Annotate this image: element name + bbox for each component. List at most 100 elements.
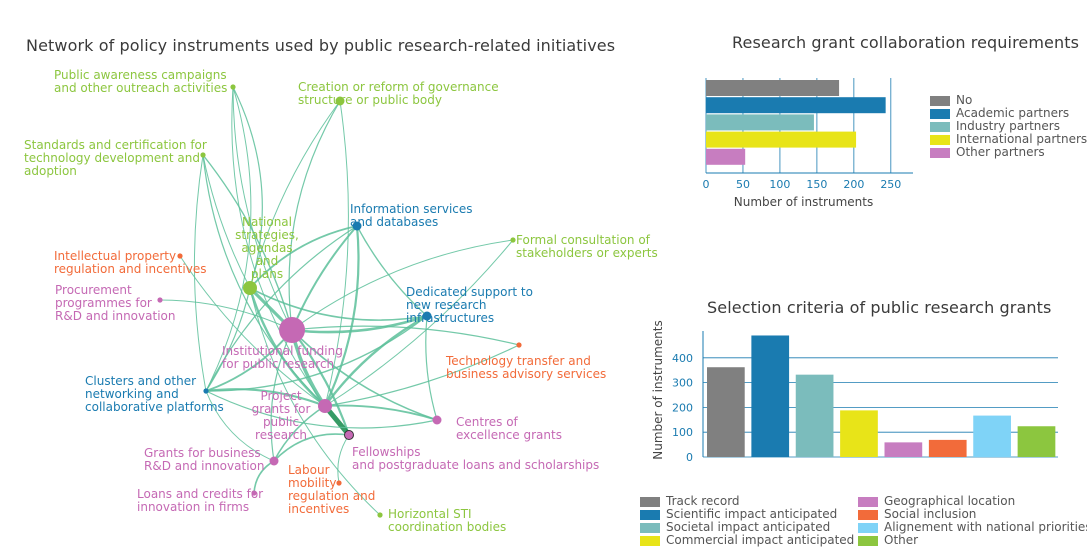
- hbar-x-tick-label: 0: [703, 178, 710, 191]
- legend-label: Social inclusion: [884, 507, 977, 521]
- network-edge: [231, 86, 326, 407]
- vbar-bar-geographical-location: [884, 442, 923, 457]
- legend-swatch: [858, 522, 878, 533]
- node-label-loans-credits: Loans and credits for innovation in firm…: [137, 487, 264, 514]
- node-loans-credits: [251, 490, 257, 496]
- legend-swatch: [930, 121, 950, 132]
- legend-swatch: [640, 496, 660, 507]
- node-clusters: [203, 388, 209, 394]
- network-edge: [249, 287, 428, 321]
- node-standards: [200, 152, 206, 158]
- hbar-bar-other-partners: [706, 148, 746, 165]
- vbar-bar-alignement-with-national-priorities: [973, 415, 1011, 457]
- node-public-awareness: [230, 84, 236, 90]
- legend-swatch: [858, 509, 878, 520]
- node-labour-mobility: [336, 480, 342, 486]
- legend-swatch: [930, 95, 950, 106]
- network-edge: [288, 100, 341, 331]
- legend-label: International partners: [956, 132, 1087, 146]
- legend-label: Commercial impact anticipated: [666, 533, 855, 547]
- node-label-ip-regulation: Intellectual property regulation and inc…: [54, 249, 207, 276]
- network-edge: [425, 315, 438, 421]
- legend-swatch: [640, 522, 660, 533]
- network-edge: [202, 154, 293, 331]
- network-edge: [291, 329, 438, 421]
- node-label-standards: Standards and certification for technolo…: [24, 138, 207, 178]
- network-edge: [205, 390, 438, 429]
- network-edge: [232, 86, 263, 289]
- network-edge: [248, 286, 327, 408]
- vbar-legend-item: Geographical location: [858, 495, 1087, 508]
- vbar-bar-societal-impact-anticipated: [795, 374, 834, 457]
- network-nodes: [157, 84, 522, 518]
- node-label-clusters: Clusters and other networking and collab…: [85, 374, 224, 414]
- network-edge: [205, 287, 251, 392]
- legend-label: Other partners: [956, 145, 1045, 159]
- hbar-legend-item: Industry partners: [930, 120, 1087, 133]
- network-edge: [205, 86, 252, 392]
- network-edge: [291, 325, 520, 346]
- vbar-bar-commercial-impact-anticipated: [840, 410, 878, 457]
- hbar-legend: No Academic partners Industry partners Inte…: [930, 94, 1087, 159]
- hbar-x-tick-label: 200: [843, 178, 864, 191]
- legend-swatch: [930, 147, 950, 158]
- network-graph: [157, 84, 522, 518]
- network-edge: [205, 225, 358, 392]
- node-label-procurement: Procurement programmes for R&D and innov…: [55, 283, 176, 323]
- node-info-services: [352, 221, 362, 231]
- node-institutional-funding: [279, 317, 305, 343]
- network-edge: [193, 154, 207, 392]
- hbar-x-tick-label: 150: [806, 178, 827, 191]
- hbar-bar-international-partners: [706, 131, 857, 148]
- legend-label: Other: [884, 533, 919, 547]
- legend-swatch: [640, 535, 660, 546]
- network-edge: [291, 239, 514, 331]
- legend-swatch: [640, 509, 660, 520]
- vbar-legend-item: Other: [858, 534, 1087, 547]
- node-project-grants: [318, 399, 332, 413]
- vbar-chart-title: Selection criteria of public research gr…: [707, 298, 1052, 317]
- node-label-info-services: Information services and databases: [350, 202, 473, 229]
- node-horizontal-sti: [377, 512, 383, 518]
- node-label-tech-transfer: Technology transfer and business advisor…: [446, 354, 607, 381]
- node-label-dedicated-support: Dedicated support to new research infras…: [406, 285, 533, 325]
- hbar-legend-item: International partners: [930, 133, 1087, 146]
- legend-swatch: [858, 535, 878, 546]
- node-dedicated-support: [422, 311, 432, 321]
- network-edge: [159, 299, 293, 331]
- node-governance: [335, 96, 345, 106]
- network-edge: [324, 404, 438, 421]
- vbar-legend-item: Commercial impact anticipated: [640, 534, 858, 547]
- network-title: Network of policy instruments used by pu…: [26, 36, 616, 55]
- node-tech-transfer: [516, 342, 522, 348]
- node-label-institutional-funding: Institutional funding for public researc…: [222, 344, 343, 371]
- legend-label: No: [956, 93, 973, 107]
- network-edge: [249, 225, 358, 289]
- vbar-bar-track-record: [707, 367, 745, 457]
- node-procurement: [157, 297, 163, 303]
- hbar-x-axis-label: Number of instruments: [734, 195, 873, 209]
- node-label-public-awareness: Public awareness campaigns and other out…: [54, 68, 228, 95]
- network-edge: [356, 225, 428, 317]
- node-label-formal-consultation: Formal consultation of stakeholders or e…: [516, 233, 658, 260]
- node-centres-excellence: [432, 415, 442, 425]
- vbar-legend-item: Societal impact anticipated: [640, 521, 858, 534]
- vbar-legend-item: Social inclusion: [858, 508, 1087, 521]
- hbar-x-tick-label: 100: [769, 178, 790, 191]
- hbar-x-tick-label: 250: [880, 178, 901, 191]
- node-label-fellowships: Fellowships and postgraduate loans and s…: [352, 445, 600, 472]
- node-national-strategies: [243, 281, 257, 295]
- hbar-legend-item: No: [930, 94, 1087, 107]
- network-edge: [273, 433, 350, 462]
- legend-label: Track record: [666, 494, 740, 508]
- legend-label: Industry partners: [956, 119, 1060, 133]
- network-edge: [323, 314, 429, 408]
- network-edge: [249, 287, 381, 516]
- node-label-governance: Creation or reform of governance structu…: [298, 80, 499, 107]
- legend-label: Academic partners: [956, 106, 1070, 120]
- node-label-grants-business: Grants for business R&D and innovation: [144, 446, 265, 473]
- node-fellowships: [344, 430, 354, 440]
- legend-label: Scientific impact anticipated: [666, 507, 838, 521]
- legend-label: Geographical location: [884, 494, 1016, 508]
- hbar-legend-item: Other partners: [930, 146, 1087, 159]
